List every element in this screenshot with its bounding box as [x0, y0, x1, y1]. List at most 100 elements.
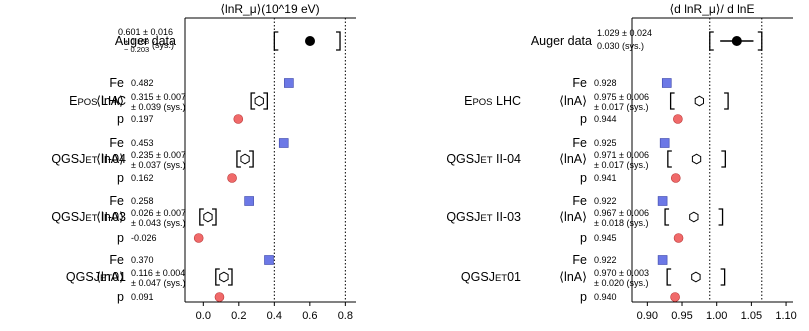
model-1-lnA-sys: ± 0.017 (sys.)	[594, 160, 648, 170]
model-1-fe-marker	[659, 138, 670, 148]
model-1-lnA-marker	[240, 153, 250, 165]
model-2-lnA-marker	[203, 211, 213, 223]
model-3-lnA-label: ⟨lnA⟩	[96, 270, 124, 284]
model-2-lnA-sys-bracket-right	[212, 208, 217, 226]
model-2-p-label: p	[117, 231, 124, 245]
model-0-lnA-sys-bracket-left	[669, 92, 675, 110]
model-3-lnA-marker	[219, 271, 229, 283]
x-tick-label: 0.0	[196, 310, 211, 322]
auger-sys-bracket-left	[273, 31, 279, 51]
model-0-fe-label: Fe	[572, 76, 587, 90]
auger-label: Auger data	[531, 34, 592, 48]
model-3-lnA-sys-bracket-left	[215, 268, 220, 286]
model-3-fe-value: 0.370	[131, 255, 154, 265]
model-0-fe-value: 0.482	[131, 78, 154, 88]
model-3-p-marker	[214, 292, 225, 302]
model-0-lnA-sys-bracket-left	[250, 92, 256, 110]
model-3-lnA-sys: ± 0.047 (sys.)	[131, 278, 185, 288]
model-2-lnA-sys-bracket-left	[664, 208, 670, 226]
model-1-fe-marker	[278, 138, 289, 148]
model-2-fe-value: 0.922	[594, 196, 617, 206]
model-3-p-value: 0.091	[131, 292, 154, 302]
x-tick-label: 1.00	[706, 310, 727, 322]
model-3-fe-marker	[264, 255, 274, 265]
auger-sys-bracket-right	[757, 31, 763, 51]
auger-sys-bracket	[709, 31, 763, 51]
model-3-lnA-marker	[691, 271, 701, 283]
auger-sys-bracket-right	[336, 31, 341, 51]
model-2-lnA-sys-bracket-right	[718, 208, 724, 226]
model-3-name: QGSJET01	[66, 270, 126, 284]
model-3-p-label: p	[580, 290, 587, 304]
model-1-fe-value: 0.925	[594, 138, 617, 148]
model-0-lnA-sys: ± 0.017 (sys.)	[594, 102, 648, 112]
model-2-lnA-sys-bracket	[199, 208, 217, 226]
model-2-p-value: -0.026	[131, 233, 157, 243]
model-1-p-value: 0.162	[131, 173, 154, 183]
model-1-lnA-sys-bracket	[236, 150, 254, 168]
model-3-lnA-value: 0.970 ± 0.003	[594, 268, 649, 278]
model-3-fe-label: Fe	[572, 253, 587, 267]
model-1-lnA-value: 0.235 ± 0.007	[131, 150, 186, 160]
model-1-p-value: 0.941	[594, 173, 617, 183]
model-2-fe-marker	[657, 196, 668, 206]
model-3-lnA-value: 0.116 ± 0.004	[131, 268, 185, 278]
model-0-lnA-sys-bracket-right	[263, 92, 268, 110]
model-3-lnA-sys-bracket	[215, 268, 233, 286]
auger-value: 1.029 ± 0.024	[597, 28, 652, 38]
x-tick-label: 0.2	[231, 310, 246, 322]
model-2-lnA-sys: ± 0.043 (sys.)	[131, 218, 185, 228]
model-3-p-label: p	[117, 290, 124, 304]
model-2-name: QGSJET II-03	[51, 210, 126, 224]
x-tick-label: 1.05	[741, 310, 762, 322]
model-0-lnA-marker	[254, 95, 264, 107]
model-0-lnA-label: ⟨lnA⟩	[559, 94, 587, 108]
model-1-lnA-marker	[691, 153, 702, 165]
model-0-name: EPOS LHC	[69, 94, 126, 108]
x-tick-label: 0.8	[338, 310, 353, 322]
model-0-fe-value: 0.928	[594, 78, 617, 88]
model-0-lnA-label: ⟨lnA⟩	[96, 94, 124, 108]
model-1-name: QGSJET II-04	[51, 152, 126, 166]
x-tick-label: 1.10	[775, 310, 796, 322]
model-3-lnA-sys-bracket-left	[666, 268, 672, 286]
panel-right-title: ⟨d lnR_μ⟩/ d lnE	[670, 2, 755, 16]
model-1-fe-label: Fe	[572, 136, 587, 150]
panel-left-title: ⟨lnR_μ⟩(10^19 eV)	[220, 2, 319, 16]
model-0-fe-marker	[284, 78, 294, 88]
model-3-lnA-label: ⟨lnA⟩	[559, 270, 587, 284]
model-3-p-marker	[670, 292, 680, 302]
model-2-fe-marker	[244, 196, 254, 206]
model-1-p-marker	[670, 173, 681, 183]
x-tick-label: 0.95	[671, 310, 692, 322]
model-1-lnA-label: ⟨lnA⟩	[96, 152, 124, 166]
model-1-lnA-sys-bracket-left	[236, 150, 241, 168]
model-3-lnA-sys-bracket-right	[228, 268, 233, 286]
x-tick-label: 0.90	[637, 310, 658, 322]
auger-sys-plus: + 0.168	[124, 37, 149, 46]
model-2-fe-label: Fe	[109, 194, 124, 208]
model-3-lnA-sys-bracket	[666, 268, 726, 286]
x-tick-label: 0.6	[302, 310, 317, 322]
model-1-name: QGSJET II-04	[446, 152, 521, 166]
model-0-p-value: 0.197	[131, 114, 154, 124]
model-3-p-value: 0.940	[594, 292, 617, 302]
model-3-name: QGSJET01	[461, 270, 521, 284]
model-2-lnA-marker	[689, 211, 699, 223]
model-1-p-label: p	[580, 171, 587, 185]
model-0-p-value: 0.944	[594, 114, 617, 124]
model-0-name: EPOS LHC	[464, 94, 521, 108]
model-1-fe-value: 0.453	[131, 138, 154, 148]
model-3-fe-marker	[657, 255, 668, 265]
model-0-fe-marker	[661, 78, 672, 88]
model-0-p-label: p	[117, 112, 124, 126]
auger-label: Auger data	[115, 34, 176, 48]
model-1-lnA-sys-bracket	[667, 150, 726, 168]
model-0-lnA-sys-bracket	[250, 92, 268, 110]
model-2-lnA-sys: ± 0.018 (sys.)	[594, 218, 648, 228]
panel-left: ⟨lnR_μ⟩(10^19 eV) 0.0 0.2 0.4 0.6 0.8 Auger da…	[96, 2, 356, 322]
model-2-p-label: p	[580, 231, 587, 245]
auger-point	[731, 36, 742, 46]
model-3-lnA-sys: ± 0.020 (sys.)	[594, 278, 648, 288]
auger-value: 0.601 ± 0.016	[118, 27, 173, 37]
